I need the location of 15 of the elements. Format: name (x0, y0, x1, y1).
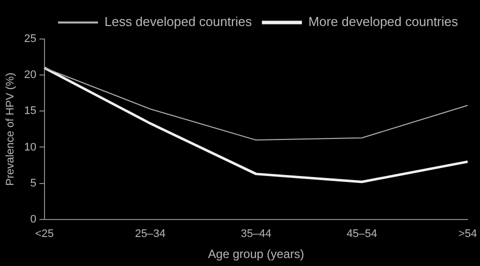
legend-label: Less developed countries (104, 14, 252, 30)
x-tick-label: 25–34 (134, 228, 166, 240)
y-tick-label: 20 (24, 69, 36, 82)
x-tick-label: <25 (35, 228, 54, 240)
x-tick-label: 45–54 (346, 228, 378, 240)
y-tick-label: 15 (24, 105, 36, 118)
x-tick-label: >54 (458, 228, 478, 240)
y-tick-label: 0 (30, 213, 36, 226)
x-tick-label: 35–44 (240, 228, 272, 240)
y-tick-label: 10 (24, 141, 36, 154)
y-tick-label: 5 (30, 177, 36, 190)
y-axis-title: Prevalence of HPV (%) (4, 72, 17, 186)
legend-label: More developed countries (308, 14, 458, 30)
x-axis-title: Age group (years) (208, 247, 304, 262)
y-tick-label: 25 (24, 33, 36, 46)
